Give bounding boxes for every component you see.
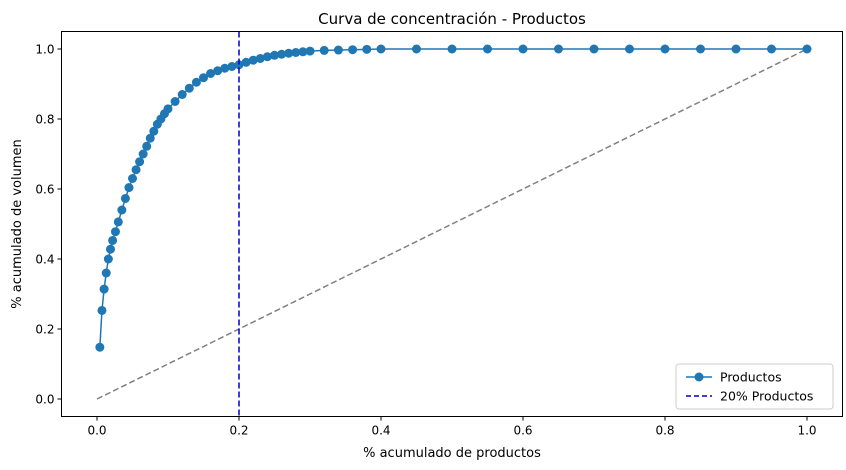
productos-point [255,53,265,63]
x-tick-label: 1.0 [797,424,816,438]
legend-productos-marker [694,372,704,382]
productos-point [138,149,148,159]
productos-point [124,183,134,193]
y-axis: 0.0 0.2 0.4 0.6 0.8 1.0 [35,43,62,407]
legend-box [675,363,834,410]
y-axis-title: % acumulado de volumen [10,139,25,308]
productos-point [105,244,115,254]
productos-point [298,47,308,57]
x-axis-title: % acumulado de productos [363,446,541,461]
productos-point [213,66,223,76]
productos-point [660,44,670,54]
productos-point [248,55,258,65]
legend-20pct-label: 20% Productos [720,389,813,404]
productos-point [333,45,343,55]
legend: Productos 20% Productos [675,363,834,410]
productos-point [447,44,457,54]
plot-area [95,31,812,417]
y-tick-label: 0.0 [35,393,54,407]
productos-point [319,45,329,55]
y-tick-label: 0.2 [35,323,54,337]
productos-point [291,48,301,57]
productos-point [131,165,141,175]
productos-point [277,49,287,59]
productos-point [103,254,113,264]
productos-point [177,90,187,99]
x-tick-label: 0.8 [655,424,674,438]
productos-point [128,174,137,183]
productos-point [270,50,279,60]
productos-point [220,63,230,73]
productos-point [348,45,358,55]
productos-point [767,44,776,54]
productos-point [120,193,130,203]
productos-point [234,60,244,70]
productos-point [625,44,634,54]
productos-point [110,227,120,237]
x-tick-label: 0.4 [371,424,390,438]
chart-title: Curva de concentración - Productos [318,10,586,28]
productos-point [170,97,180,106]
productos-point [305,46,315,56]
productos-point [731,44,741,54]
y-tick-label: 0.6 [35,183,54,197]
x-tick-label: 0.2 [229,424,248,438]
legend-productos-label: Productos [720,370,782,385]
productos-point [262,52,272,62]
productos-point [362,44,372,54]
productos-point [284,48,294,58]
productos-point [145,133,155,143]
productos-point [227,62,237,71]
productos-point [142,141,152,151]
y-tick-label: 0.4 [35,253,54,267]
productos-point [696,44,705,54]
x-axis: 0.0 0.2 0.4 0.6 0.8 1.0 [87,416,817,438]
x-tick-label: 0.0 [87,424,106,438]
plot-frame [61,31,843,417]
productos-point [149,126,159,136]
x-tick-label: 0.6 [513,424,532,438]
productos-point [589,44,599,54]
productos-point [101,268,111,278]
productos-point [108,235,118,245]
y-tick-label: 0.8 [35,113,54,127]
productos-point [483,44,492,54]
productos-line [99,48,807,348]
y-tick-label: 1.0 [35,43,54,57]
productos-point [163,104,173,114]
productos-point [554,44,563,54]
productos-point [95,342,105,352]
productos-point [518,44,528,54]
productos-point [191,77,201,87]
productos-point [135,157,145,167]
productos-point [199,73,208,83]
productos-point [97,305,107,315]
productos-point [802,44,812,54]
diagonal-reference-line [96,48,808,400]
productos-point [376,44,386,54]
productos-point [99,284,109,294]
productos-point [117,205,127,215]
productos-point [241,57,251,67]
productos-point [113,217,123,227]
productos-point [184,83,194,93]
productos-point [206,69,216,78]
productos-point [412,44,421,54]
